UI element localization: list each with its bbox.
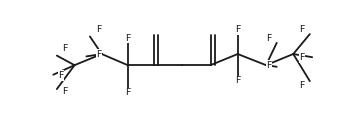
Text: F: F: [299, 25, 305, 34]
Text: F: F: [62, 44, 67, 53]
Text: F: F: [266, 61, 271, 70]
Text: F: F: [125, 34, 130, 43]
Text: F: F: [96, 25, 102, 34]
Text: F: F: [266, 34, 271, 43]
Text: F: F: [96, 50, 102, 59]
Text: F: F: [299, 53, 305, 63]
Text: F: F: [235, 25, 240, 34]
Text: F: F: [59, 71, 64, 80]
Text: F: F: [235, 76, 240, 85]
Text: F: F: [62, 87, 67, 97]
Text: F: F: [299, 81, 305, 90]
Text: F: F: [125, 88, 130, 97]
